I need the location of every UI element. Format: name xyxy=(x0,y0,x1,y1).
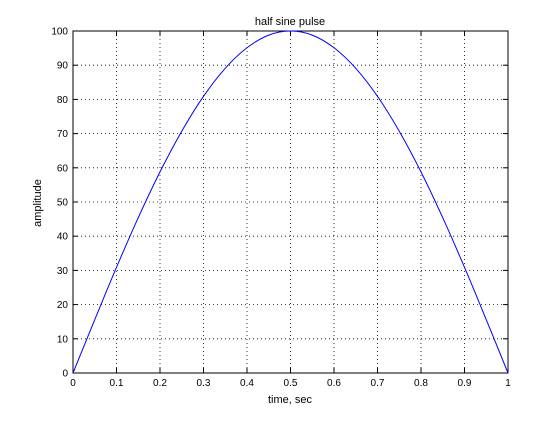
series-line xyxy=(72,30,509,374)
x-axis-label: time, sec xyxy=(268,394,313,406)
y-tick-label: 60 xyxy=(57,163,69,174)
y-tick-label: 10 xyxy=(57,334,69,345)
x-tick-label: 0.1 xyxy=(110,378,124,389)
y-tick-label: 80 xyxy=(57,95,69,106)
y-tick-label: 20 xyxy=(57,300,69,311)
plot-frame xyxy=(72,30,509,374)
x-tick-label: 0.2 xyxy=(153,378,167,389)
grid-lines xyxy=(73,31,508,373)
y-tick-label: 70 xyxy=(57,129,69,140)
y-tick-label: 30 xyxy=(57,266,69,277)
x-tick-label: 1 xyxy=(505,378,511,389)
x-tick-label: 0.3 xyxy=(197,378,211,389)
x-tick-label: 0.6 xyxy=(327,378,341,389)
y-tick-label: 100 xyxy=(51,27,68,38)
x-tick-label: 0.5 xyxy=(284,378,298,389)
y-tick-label: 90 xyxy=(57,61,69,72)
series-layer xyxy=(72,30,509,374)
y-axis-label: amplitude xyxy=(32,179,44,227)
x-tick-label: 0.4 xyxy=(240,378,254,389)
y-tick-label: 0 xyxy=(62,369,68,380)
y-tick-label: 40 xyxy=(57,232,69,243)
x-tick-label: 0.9 xyxy=(458,378,472,389)
axes xyxy=(72,30,509,374)
x-tick-label: 0 xyxy=(70,378,76,389)
x-tick-label: 0.7 xyxy=(371,378,385,389)
chart-title: half sine pulse xyxy=(255,16,325,28)
tick-labels: 0 0.1 0.2 0.3 0.4 0.5 0.6 0.7 0.8 0.9 101020304050… xyxy=(51,27,511,390)
x-tick-label: 0.8 xyxy=(414,378,428,389)
y-tick-label: 50 xyxy=(57,198,69,209)
